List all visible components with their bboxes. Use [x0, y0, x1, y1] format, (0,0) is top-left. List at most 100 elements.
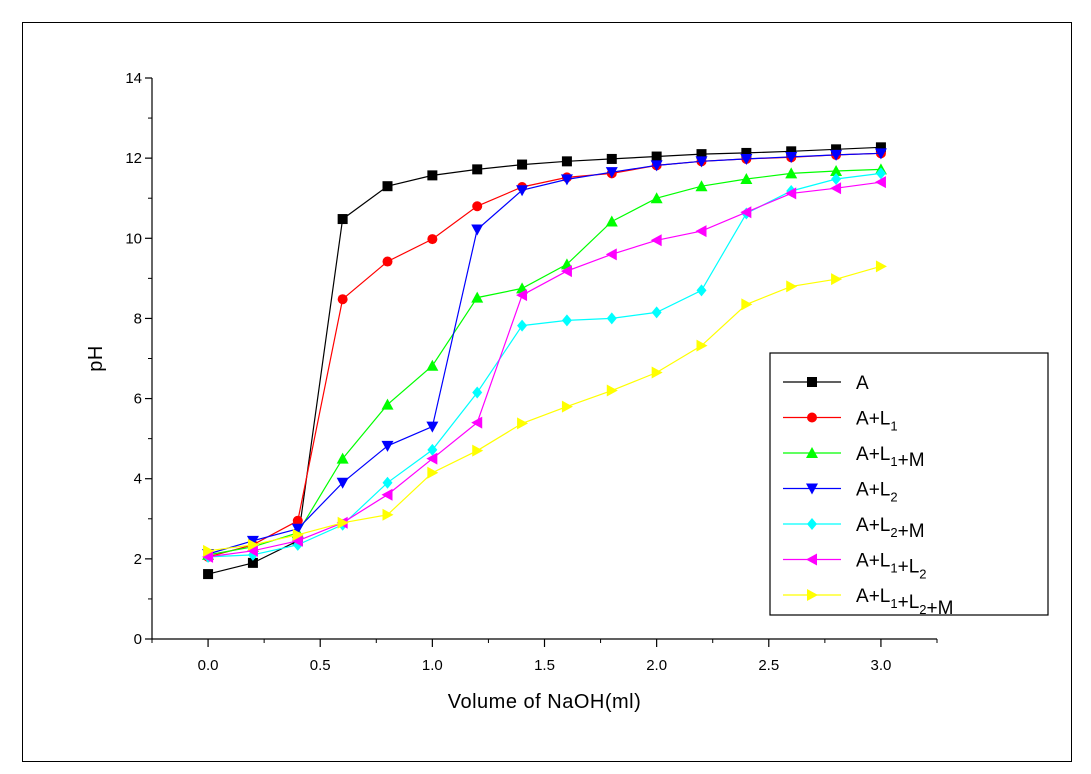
data-point [561, 156, 572, 167]
legend-label: A+L1+L2+M [856, 586, 953, 619]
data-point [605, 248, 617, 261]
data-point [203, 544, 215, 557]
data-point [696, 284, 707, 297]
data-point [606, 153, 617, 164]
data-point [381, 440, 394, 452]
data-point [605, 215, 618, 227]
data-point [516, 289, 528, 302]
data-point [560, 174, 573, 186]
data-point [472, 164, 483, 175]
data-point [292, 515, 303, 526]
legend-label: A+L2 [856, 480, 898, 505]
x-tick-label: 0.5 [310, 657, 331, 674]
data-point [382, 508, 394, 521]
y-tick-label: 2 [134, 551, 142, 568]
data-point [831, 273, 843, 286]
data-point [427, 234, 438, 245]
data-point [830, 182, 842, 195]
data-point [785, 167, 798, 179]
data-point [291, 534, 303, 547]
data-point [651, 306, 662, 319]
legend-label: A+L1+L2 [856, 551, 927, 582]
data-point [696, 149, 707, 160]
data-point [806, 447, 818, 458]
data-point [337, 214, 348, 225]
data-point [875, 260, 887, 273]
data-point [806, 553, 817, 566]
data-point [561, 400, 573, 413]
data-point [472, 201, 483, 212]
data-point [606, 312, 617, 325]
x-tick-label: 2.0 [646, 657, 667, 674]
legend-label: A+L1+M [856, 444, 925, 471]
legend-entry: A+L1+L2+M [783, 586, 953, 619]
data-point [202, 550, 214, 563]
data-point [247, 557, 258, 568]
series-line [208, 265, 882, 552]
data-point [741, 298, 753, 311]
data-point [830, 149, 843, 161]
x-tick-label: 1.0 [422, 657, 443, 674]
series-6 [203, 260, 887, 557]
data-point [427, 443, 438, 456]
data-point [874, 148, 887, 160]
data-point [426, 452, 438, 465]
data-point [336, 477, 349, 489]
data-point [807, 412, 817, 423]
data-point [651, 366, 663, 379]
data-point [471, 224, 484, 236]
series-line [207, 168, 881, 556]
legend-label: A+L2+M [856, 515, 925, 542]
data-point [517, 319, 528, 332]
y-tick-label: 12 [125, 150, 142, 167]
data-point [695, 156, 708, 168]
data-point [246, 535, 259, 547]
legend-entry: A+L1 [783, 409, 898, 434]
data-point [785, 187, 797, 200]
data-point [247, 538, 259, 551]
legend-entry: A+L1+L2 [783, 551, 927, 582]
legend-label: A [856, 373, 869, 394]
y-tick-label: 0 [134, 631, 142, 648]
series-3 [202, 148, 887, 561]
data-point [785, 151, 798, 163]
data-point [740, 206, 752, 219]
x-axis-title: Volume of NaOH(ml) [448, 691, 642, 713]
data-point [426, 421, 439, 433]
x-tick-label: 2.5 [758, 657, 779, 674]
legend-entry: A+L2+M [783, 515, 925, 542]
data-point [695, 180, 708, 192]
x-tick-label: 1.5 [534, 657, 555, 674]
y-tick-label: 14 [125, 70, 142, 87]
data-point [381, 398, 394, 410]
data-point [517, 159, 528, 170]
data-point [337, 294, 348, 305]
data-point [246, 544, 258, 557]
data-point [650, 234, 662, 247]
series-line [207, 146, 881, 575]
data-point [472, 444, 484, 457]
data-point [517, 417, 529, 430]
data-point [203, 569, 214, 580]
data-point [650, 192, 663, 204]
x-tick-label: 3.0 [870, 657, 891, 674]
series-line [208, 181, 881, 558]
data-point [291, 523, 304, 535]
data-point [786, 146, 797, 157]
y-axis-title: pH [85, 345, 107, 372]
y-tick-label: 8 [134, 310, 142, 327]
data-point [741, 147, 752, 158]
data-point [695, 225, 707, 238]
legend-label: A+L1 [856, 409, 898, 434]
series-0 [203, 142, 886, 580]
data-point [426, 359, 439, 371]
data-point [830, 164, 843, 176]
data-point [560, 265, 572, 278]
data-point [786, 280, 798, 293]
data-point [336, 452, 349, 464]
data-point [807, 589, 818, 601]
data-point [651, 151, 662, 162]
data-point [382, 256, 393, 267]
data-point [831, 144, 842, 155]
